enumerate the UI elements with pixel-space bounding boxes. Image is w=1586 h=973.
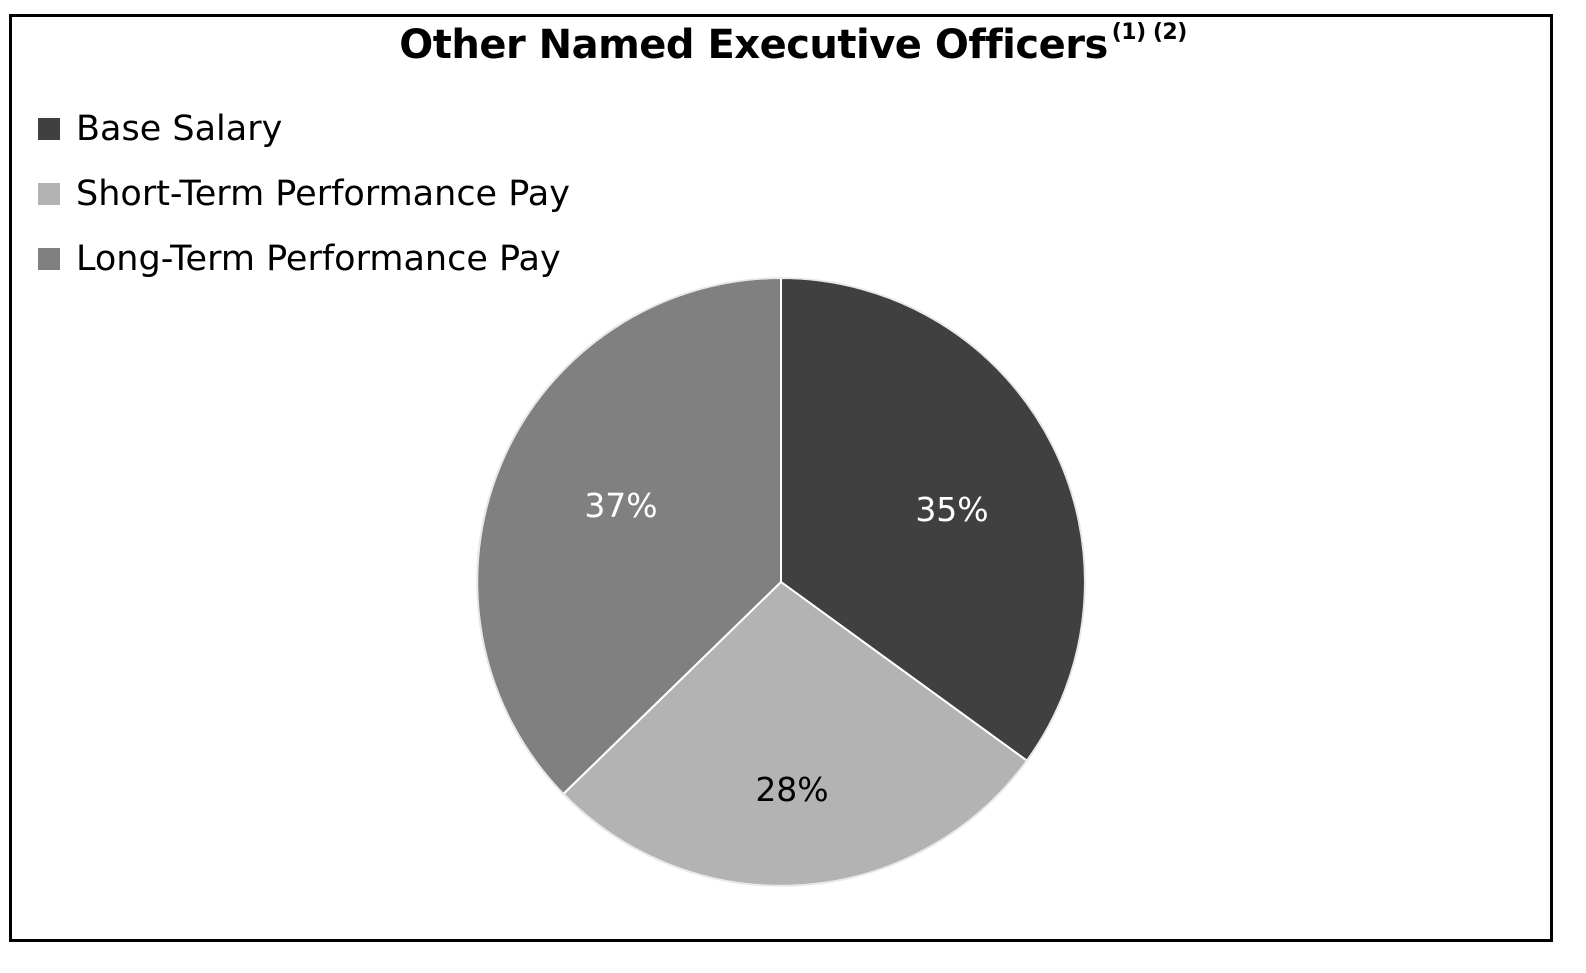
title-footnotes: (1) (2) <box>1111 20 1188 45</box>
legend-item-long-term: Long-Term Performance Pay <box>38 226 570 291</box>
legend-item-short-term: Short-Term Performance Pay <box>38 161 570 226</box>
legend-label: Base Salary <box>76 108 283 149</box>
legend-swatch-icon <box>38 182 60 205</box>
slice-label-long-term: 37% <box>584 486 657 525</box>
pie-outline <box>476 277 1086 887</box>
legend-label: Short-Term Performance Pay <box>76 173 570 214</box>
chart-title-text: Other Named Executive Officers <box>399 22 1108 68</box>
legend-label: Long-Term Performance Pay <box>76 238 561 279</box>
legend-swatch-icon <box>38 247 60 270</box>
slice-label-short-term: 28% <box>755 770 828 809</box>
chart-title: Other Named Executive Officers (1) (2) <box>0 20 1586 68</box>
legend: Base Salary Short-Term Performance Pay L… <box>38 96 570 291</box>
legend-item-base-salary: Base Salary <box>38 96 570 161</box>
slice-label-base-salary: 35% <box>915 490 988 529</box>
legend-swatch-icon <box>38 117 60 140</box>
